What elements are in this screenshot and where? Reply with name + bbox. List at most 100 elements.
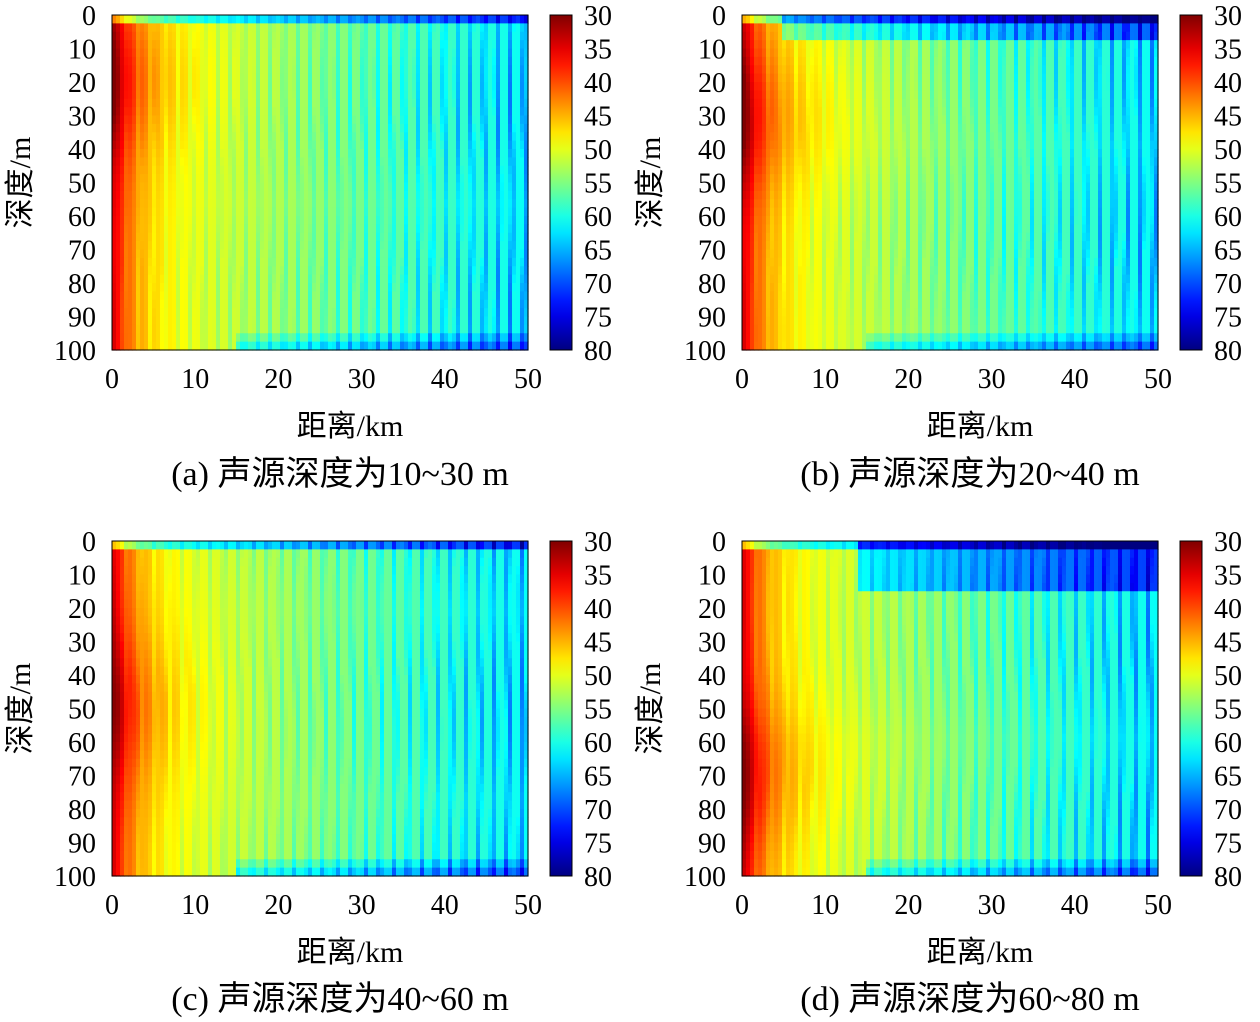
heatmap-cell: [806, 283, 811, 292]
heatmap-cell: [124, 308, 129, 317]
heatmap-cell: [758, 49, 763, 58]
heatmap-cell: [806, 99, 811, 108]
heatmap-cell: [504, 283, 509, 292]
heatmap-cell: [786, 275, 791, 284]
heatmap-cell: [316, 82, 321, 91]
heatmap-cell: [360, 317, 365, 326]
heatmap-cell: [252, 333, 257, 342]
heatmap-cell: [224, 141, 229, 150]
heatmap-cell: [256, 342, 261, 351]
heatmap-cell: [778, 283, 783, 292]
heatmap-cell: [464, 183, 469, 192]
heatmap-cell: [516, 224, 521, 233]
heatmap-cell: [228, 300, 233, 309]
heatmap-cell: [432, 325, 437, 334]
heatmap-cell: [436, 32, 441, 41]
heatmap-cell: [412, 82, 417, 91]
heatmap-cell: [512, 317, 517, 326]
heatmap-cell: [400, 325, 405, 334]
heatmap-cell: [208, 23, 213, 32]
heatmap-cell: [778, 333, 783, 342]
heatmap-cell: [164, 275, 169, 284]
heatmap-cell: [284, 250, 289, 259]
heatmap-cell: [460, 23, 465, 32]
heatmap-cell: [368, 233, 373, 242]
heatmap-cell: [160, 149, 165, 158]
heatmap-cell: [172, 82, 177, 91]
heatmap-cell: [348, 300, 353, 309]
heatmap-cell: [360, 99, 365, 108]
heatmap-cell: [308, 325, 313, 334]
heatmap-cell: [516, 208, 521, 217]
heatmap-cell: [192, 241, 197, 250]
heatmap-cell: [340, 40, 345, 49]
heatmap-cell: [400, 283, 405, 292]
heatmap-cell: [308, 258, 313, 267]
heatmap-cell: [156, 23, 161, 32]
heatmap-cell: [476, 317, 481, 326]
heatmap-cell: [404, 116, 409, 125]
heatmap-cell: [184, 132, 189, 141]
heatmap-cell: [400, 124, 405, 133]
heatmap-cell: [148, 82, 153, 91]
heatmap-cell: [264, 141, 269, 150]
heatmap-cell: [746, 166, 751, 175]
heatmap-cell: [750, 291, 755, 300]
heatmap-cell: [248, 191, 253, 200]
heatmap-cell: [790, 99, 795, 108]
heatmap-cell: [476, 258, 481, 267]
heatmap-cell: [228, 40, 233, 49]
heatmap-cell: [814, 208, 819, 217]
heatmap-cell: [348, 333, 353, 342]
heatmap-cell: [516, 90, 521, 99]
heatmap-cell: [388, 124, 393, 133]
heatmap-cell: [428, 49, 433, 58]
heatmap-cell: [328, 166, 333, 175]
heatmap-cell: [770, 124, 775, 133]
heatmap-cell: [448, 224, 453, 233]
heatmap-cell: [368, 266, 373, 275]
heatmap-cell: [782, 40, 787, 49]
heatmap-cell: [424, 15, 429, 24]
heatmap-cell: [380, 157, 385, 166]
heatmap-cell: [456, 250, 461, 259]
heatmap-cell: [364, 65, 369, 74]
heatmap-cell: [216, 241, 221, 250]
heatmap-cell: [212, 275, 217, 284]
heatmap-cell: [464, 233, 469, 242]
heatmap-cell: [292, 258, 297, 267]
heatmap-cell: [512, 291, 517, 300]
heatmap-cell: [260, 241, 265, 250]
heatmap-cell: [232, 300, 237, 309]
heatmap-cell: [168, 132, 173, 141]
heatmap-cell: [124, 275, 129, 284]
heatmap-cell: [260, 283, 265, 292]
heatmap-cell: [140, 90, 145, 99]
heatmap-cell: [272, 82, 277, 91]
heatmap-cell: [448, 333, 453, 342]
heatmap-cell: [488, 166, 493, 175]
heatmap-cell: [782, 258, 787, 267]
heatmap-cell: [444, 216, 449, 225]
heatmap-cell: [750, 49, 755, 58]
heatmap-cell: [196, 191, 201, 200]
heatmap-cell: [488, 258, 493, 267]
heatmap-cell: [806, 166, 811, 175]
heatmap-cell: [324, 250, 329, 259]
heatmap-cell: [452, 283, 457, 292]
heatmap-cell: [420, 300, 425, 309]
heatmap-cell: [216, 333, 221, 342]
heatmap-cell: [188, 191, 193, 200]
heatmap-cell: [818, 216, 823, 225]
heatmap-cell: [786, 174, 791, 183]
heatmap-cell: [420, 250, 425, 259]
heatmap-cell: [204, 149, 209, 158]
heatmap-cell: [516, 283, 521, 292]
heatmap-cell: [152, 49, 157, 58]
heatmap-cell: [192, 208, 197, 217]
heatmap-cell: [440, 283, 445, 292]
heatmap-cell: [208, 49, 213, 58]
heatmap-cell: [144, 266, 149, 275]
heatmap-cell: [152, 275, 157, 284]
heatmap-cell: [204, 32, 209, 41]
